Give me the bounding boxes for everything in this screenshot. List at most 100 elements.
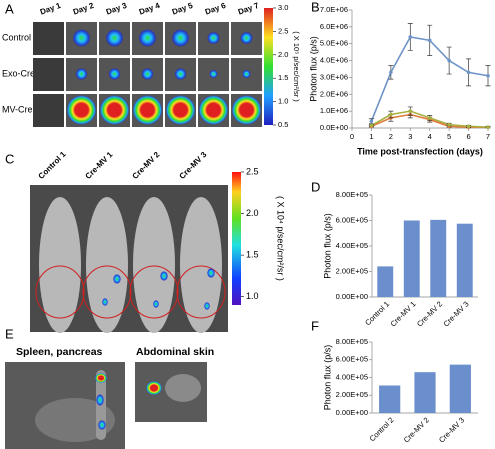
point — [369, 119, 374, 124]
signal — [209, 69, 218, 79]
y-axis-label: Photon flux (p/s) — [308, 36, 318, 102]
signal — [146, 381, 162, 395]
y-axis-label: Photon flux (p/s) — [322, 213, 332, 279]
region — [35, 265, 85, 319]
x-tick-label: 0 — [350, 132, 354, 141]
x-axis-label: Time post-transfection (days) — [357, 146, 483, 156]
mouse-label: Control 1 — [37, 149, 69, 181]
signal — [171, 29, 190, 47]
y-tick-label: 1.0E+06 — [320, 106, 348, 115]
signal — [240, 31, 253, 45]
region — [82, 265, 132, 319]
point — [466, 70, 471, 75]
x-tick-label: 4 — [428, 132, 432, 141]
point — [466, 124, 471, 129]
image-label: Spleen, pancreas — [16, 346, 103, 358]
y-tick-label: 2.00E+05 — [336, 390, 368, 399]
y-tick-label: 8.00E+05 — [336, 190, 368, 199]
colorbar-tick-label: 1.5 — [246, 250, 259, 260]
signal — [72, 29, 91, 47]
x-tick-label: 2 — [389, 132, 393, 141]
x-tick-label: 1 — [369, 132, 373, 141]
mouse — [39, 197, 81, 333]
panel-letter: C — [5, 151, 14, 166]
day-label: Day 1 — [39, 1, 63, 17]
row-label: Control — [2, 32, 31, 42]
x-tick-label: Cre-MV 2 — [402, 415, 431, 444]
point — [408, 109, 413, 113]
signal — [113, 274, 121, 284]
y-tick-label: 0.00E+00 — [336, 408, 368, 417]
colorbar-tick-label: 2.0 — [278, 50, 288, 59]
signal — [75, 68, 88, 80]
signal — [242, 69, 251, 79]
image-label: Abdominal skin — [136, 346, 214, 358]
bar — [403, 220, 420, 297]
mouse-label: Cre-MV 1 — [84, 150, 115, 181]
row-label: MV-Cre — [2, 104, 33, 114]
day-label: Day 4 — [138, 1, 162, 17]
bar — [377, 266, 394, 297]
x-tick-label: 7 — [486, 132, 490, 141]
mouse — [133, 197, 175, 333]
bar — [449, 364, 471, 413]
y-tick-label: 2.0E+06 — [320, 89, 348, 98]
signal — [207, 268, 215, 278]
x-tick-label: Control 1 — [363, 299, 391, 327]
point — [447, 58, 451, 63]
signal — [132, 95, 163, 125]
region — [176, 265, 226, 319]
colorbar — [232, 172, 241, 305]
y-tick-label: 4.00E+05 — [336, 241, 368, 250]
signal — [165, 95, 196, 125]
signal — [160, 271, 168, 281]
signal — [102, 298, 108, 306]
y-tick-label: 4.0E+06 — [320, 56, 348, 65]
signal — [96, 394, 104, 406]
x-tick-label: Cre-MV 3 — [437, 415, 466, 444]
day-label: Day 5 — [171, 1, 195, 17]
row-label: Exo-Cre — [2, 68, 35, 78]
colorbar-unit: ( X 10⁴ p/sec/cm²/sr ) — [276, 196, 286, 281]
signal — [204, 302, 210, 310]
x-tick-label: Control 2 — [368, 415, 396, 443]
x-tick-label: 6 — [466, 132, 470, 141]
well-image — [33, 22, 64, 55]
day-label: Day 3 — [105, 1, 129, 17]
signal — [141, 68, 154, 80]
mouse-label: Cre-MV 2 — [131, 150, 162, 181]
mouse-label: Cre-MV 3 — [178, 150, 209, 181]
day-label: Day 2 — [72, 1, 96, 17]
point — [408, 35, 413, 39]
panel-letter: B — [311, 0, 320, 14]
signal — [105, 29, 124, 47]
signal — [138, 29, 157, 47]
point — [427, 38, 432, 43]
bar — [456, 223, 473, 297]
signal — [98, 420, 106, 430]
point — [369, 123, 374, 128]
signal — [231, 95, 262, 125]
x-tick-label: Cre-MV 3 — [442, 299, 471, 328]
y-tick-label: 7.0E+06 — [320, 5, 348, 14]
x-tick-label: 3 — [408, 132, 412, 141]
signal — [174, 68, 187, 80]
y-tick-label: 2.00E+05 — [336, 266, 368, 275]
point — [447, 122, 451, 127]
colorbar — [264, 8, 273, 125]
signal — [66, 95, 97, 125]
y-tick-label: 6.0E+06 — [320, 22, 348, 31]
colorbar-tick-label: 2.0 — [246, 208, 259, 218]
colorbar-tick-label: 0.5 — [278, 120, 288, 129]
bar — [414, 372, 436, 413]
y-tick-label: 6.00E+05 — [336, 355, 368, 364]
y-tick-label: 8.00E+05 — [336, 337, 368, 346]
mouse — [180, 197, 222, 333]
signal — [95, 373, 107, 383]
region — [129, 265, 179, 319]
signal — [153, 300, 159, 308]
y-tick-label: 5.0E+06 — [320, 39, 348, 48]
point — [427, 116, 432, 120]
organ — [35, 398, 115, 442]
